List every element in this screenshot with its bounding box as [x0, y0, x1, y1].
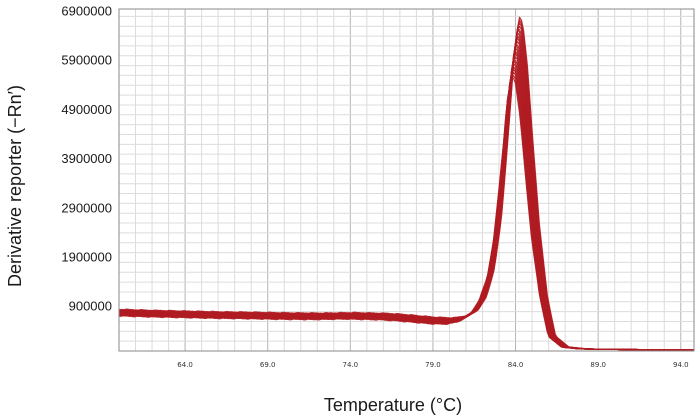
x-tick-labels: 64.0 69.0 74.0 79.0 84.0 89.0 94.0 — [177, 361, 688, 369]
x-axis-title: Temperature (°C) — [324, 395, 462, 415]
y-tick-label: 1900000 — [61, 250, 112, 265]
x-tick-label: 94.0 — [673, 361, 689, 369]
plot-area-frame — [118, 8, 695, 352]
y-tick-label: 3900000 — [61, 151, 112, 166]
x-tick-label: 69.0 — [260, 361, 276, 369]
series-group — [118, 16, 694, 351]
x-tick-label: 64.0 — [177, 361, 193, 369]
x-tick-label: 89.0 — [590, 361, 606, 369]
y-tick-label: 4900000 — [61, 102, 112, 117]
x-tick-label: 84.0 — [508, 361, 524, 369]
x-tick-label: 79.0 — [425, 361, 441, 369]
y-axis-title: Derivative reporter (−Rn′) — [5, 85, 25, 287]
series-line — [119, 16, 694, 351]
y-tick-label: 2900000 — [61, 200, 112, 215]
y-tick-label: 6900000 — [61, 3, 112, 18]
y-tick-label: 5900000 — [61, 53, 112, 68]
y-tick-labels: 900000 1900000 2900000 3900000 4900000 590000… — [61, 3, 112, 313]
x-tick-label: 74.0 — [343, 361, 359, 369]
y-tick-label: 900000 — [69, 299, 112, 314]
